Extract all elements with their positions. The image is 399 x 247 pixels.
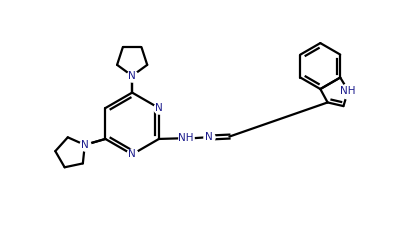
Text: N: N [128,149,136,159]
Text: N: N [155,103,163,113]
Text: N: N [205,132,213,142]
Text: N: N [128,71,136,81]
Text: NH: NH [340,85,356,96]
Text: N: N [81,140,89,150]
Text: NH: NH [178,133,194,143]
